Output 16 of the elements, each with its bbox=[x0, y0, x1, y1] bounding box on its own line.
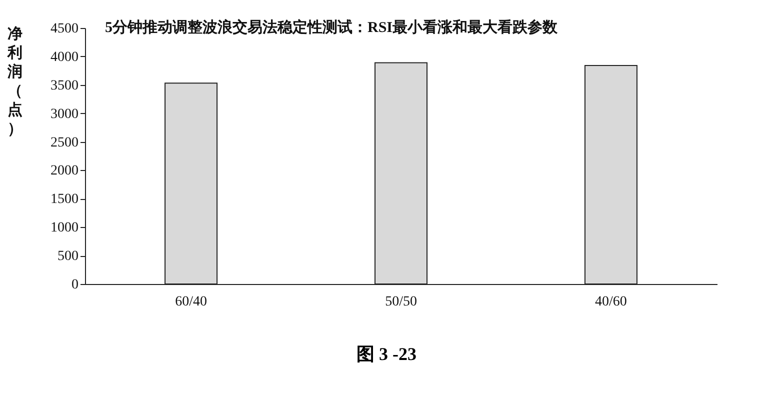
y-tick-label: 3500 bbox=[50, 78, 78, 94]
y-tick-label: 4000 bbox=[50, 50, 78, 65]
y-axis-title: 净利润（点） bbox=[6, 26, 22, 138]
y-tick-label: 3000 bbox=[50, 106, 78, 122]
y-tick-label: 1500 bbox=[50, 192, 78, 208]
caption: 图 3 -23 bbox=[356, 343, 418, 366]
y-tick-label: 0 bbox=[72, 278, 78, 292]
y-tick-label: 1000 bbox=[50, 220, 78, 236]
y-tick-label: 2000 bbox=[50, 164, 78, 179]
y-tick-label: 2500 bbox=[50, 135, 78, 150]
x-tick-label: 60/40 bbox=[175, 294, 207, 310]
y-tick-label: 500 bbox=[58, 249, 78, 264]
x-tick-label: 40/60 bbox=[595, 294, 627, 310]
y-tick-label: 4500 bbox=[50, 22, 78, 36]
chart-title: 5分钟推动调整波浪交易法稳定性测试：RSI最小看涨和最大看跌参数 bbox=[105, 18, 559, 36]
x-tick-label: 50/50 bbox=[385, 294, 417, 310]
